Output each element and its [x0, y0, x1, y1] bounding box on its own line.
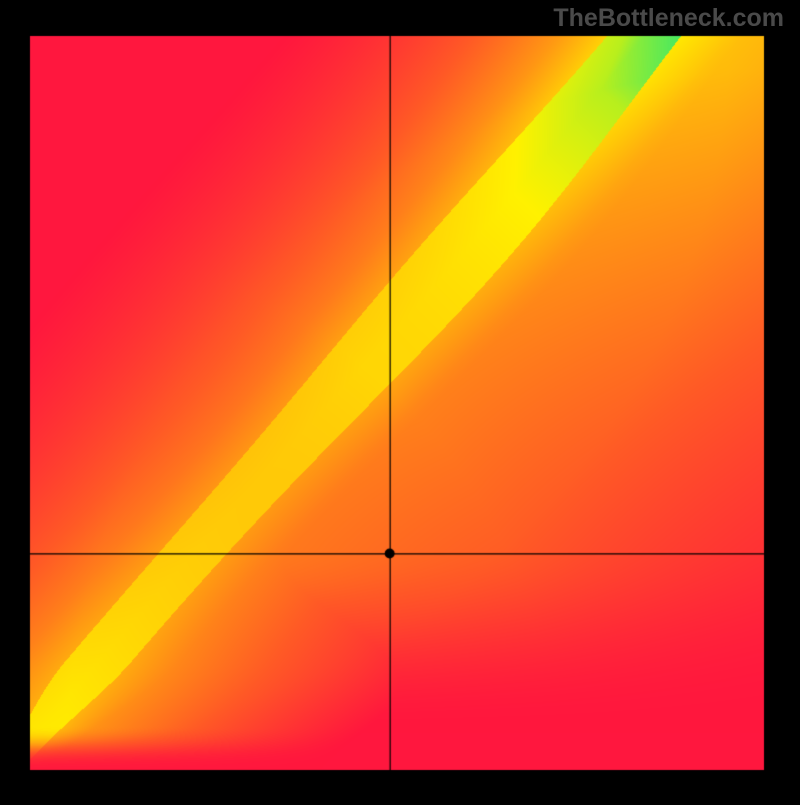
heatmap-plot	[0, 0, 800, 805]
heatmap-canvas	[0, 0, 800, 800]
watermark-text: TheBottleneck.com	[553, 4, 784, 33]
